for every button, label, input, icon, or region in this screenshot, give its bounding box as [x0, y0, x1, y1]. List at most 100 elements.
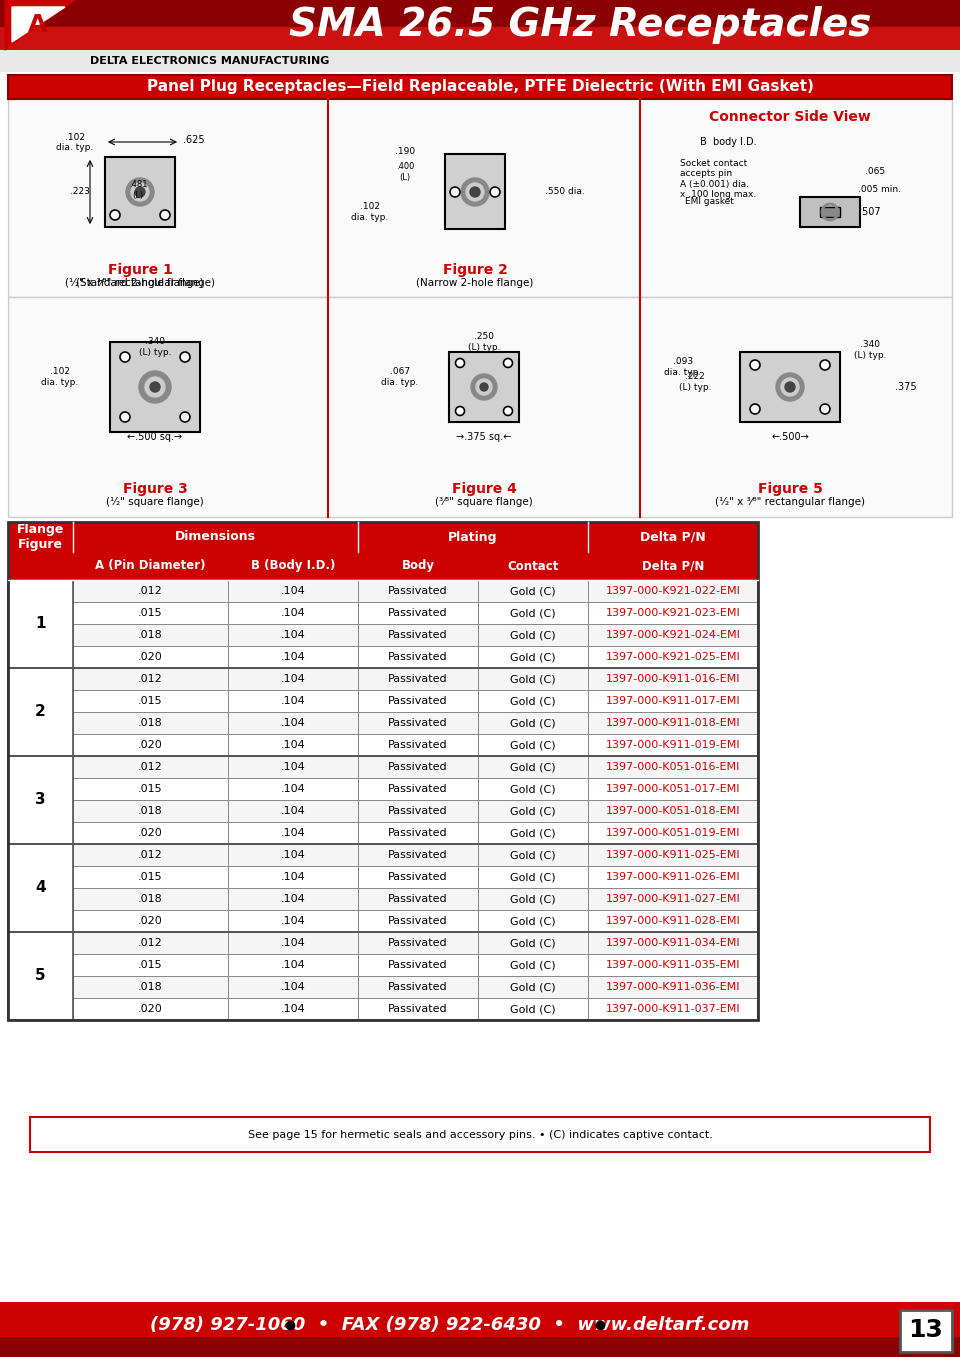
Text: .015: .015	[138, 696, 163, 706]
Text: (³⁄⁸" square flange): (³⁄⁸" square flange)	[435, 497, 533, 508]
Bar	[8, 668, 73, 756]
Circle shape	[750, 404, 760, 414]
Bar	[478, 778, 588, 801]
Text: Figure 1: Figure 1	[108, 263, 173, 277]
Bar	[478, 579, 588, 603]
Text: Dimensions: Dimensions	[175, 531, 256, 544]
Text: Gold (C): Gold (C)	[510, 674, 556, 684]
Text: .005 min.: .005 min.	[858, 185, 901, 194]
Bar	[73, 624, 228, 646]
Bar	[0, 1301, 960, 1357]
Text: 13: 13	[908, 1318, 944, 1342]
Bar	[8, 844, 758, 932]
Bar	[228, 997, 358, 1020]
Bar	[8, 297, 952, 517]
Bar	[358, 844, 478, 866]
Text: 1397-000-K921-023-EMI: 1397-000-K921-023-EMI	[606, 608, 740, 617]
Text: .340
(L) typ.: .340 (L) typ.	[139, 338, 171, 357]
Text: .018: .018	[138, 982, 163, 992]
Bar	[8, 522, 758, 552]
Bar	[73, 801, 228, 822]
Text: Gold (C): Gold (C)	[510, 696, 556, 706]
Bar	[73, 911, 228, 932]
Text: .340
(L) typ.: .340 (L) typ.	[853, 341, 886, 360]
Bar	[73, 954, 228, 976]
Text: .104: .104	[280, 849, 305, 860]
Bar	[358, 997, 478, 1020]
Bar	[478, 801, 588, 822]
Circle shape	[180, 351, 190, 362]
Circle shape	[820, 360, 830, 370]
Bar	[358, 954, 478, 976]
Text: Gold (C): Gold (C)	[510, 849, 556, 860]
Circle shape	[490, 187, 500, 197]
Text: Gold (C): Gold (C)	[510, 1004, 556, 1014]
Circle shape	[480, 383, 488, 391]
Bar	[8, 75, 952, 99]
Text: Gold (C): Gold (C)	[510, 916, 556, 925]
Bar	[588, 668, 758, 689]
Circle shape	[471, 375, 497, 400]
Bar	[228, 976, 358, 997]
Bar	[30, 1117, 930, 1152]
Text: .020: .020	[138, 828, 163, 839]
Bar	[358, 756, 478, 778]
Bar	[358, 911, 478, 932]
Bar	[478, 887, 588, 911]
Bar	[358, 603, 478, 624]
Circle shape	[139, 370, 171, 403]
Text: Figure 3: Figure 3	[123, 482, 187, 497]
Circle shape	[776, 373, 804, 402]
Text: .018: .018	[138, 806, 163, 816]
Text: Passivated: Passivated	[388, 1004, 447, 1014]
Text: ←.500 sq.→: ←.500 sq.→	[128, 432, 182, 442]
Text: Passivated: Passivated	[388, 916, 447, 925]
Bar	[449, 351, 519, 422]
Bar	[588, 997, 758, 1020]
Text: .018: .018	[138, 630, 163, 641]
Bar	[478, 689, 588, 712]
Bar	[73, 976, 228, 997]
Text: Passivated: Passivated	[388, 763, 447, 772]
Bar	[228, 579, 358, 603]
Text: Flange
Figure: Flange Figure	[17, 522, 64, 551]
Text: Gold (C): Gold (C)	[510, 894, 556, 904]
Circle shape	[160, 210, 170, 220]
Bar	[478, 976, 588, 997]
Bar	[73, 844, 228, 866]
Bar	[588, 801, 758, 822]
Circle shape	[135, 187, 145, 197]
Text: .104: .104	[280, 959, 305, 970]
Text: .093
dia. typ.: .093 dia. typ.	[664, 357, 702, 377]
Bar	[73, 997, 228, 1020]
Text: .104: .104	[280, 784, 305, 794]
Bar	[588, 844, 758, 866]
Bar	[228, 801, 358, 822]
Circle shape	[180, 413, 190, 422]
Bar	[73, 822, 228, 844]
Circle shape	[470, 187, 480, 197]
Text: .104: .104	[280, 894, 305, 904]
Bar	[8, 756, 73, 844]
Circle shape	[503, 407, 513, 415]
Bar	[8, 844, 73, 932]
Text: .223: .223	[70, 187, 90, 197]
Text: Gold (C): Gold (C)	[510, 873, 556, 882]
Text: Passivated: Passivated	[388, 608, 447, 617]
Bar	[8, 75, 952, 99]
Bar	[8, 844, 73, 932]
Text: Gold (C): Gold (C)	[510, 586, 556, 596]
Text: .015: .015	[138, 959, 163, 970]
Text: .020: .020	[138, 916, 163, 925]
Circle shape	[131, 183, 149, 201]
Bar	[8, 579, 73, 668]
Bar	[358, 579, 478, 603]
Bar	[588, 932, 758, 954]
Circle shape	[450, 187, 460, 197]
Bar	[228, 734, 358, 756]
Bar	[478, 734, 588, 756]
Bar	[358, 822, 478, 844]
Bar	[73, 887, 228, 911]
Text: Figure 2: Figure 2	[443, 263, 508, 277]
Circle shape	[455, 407, 465, 415]
